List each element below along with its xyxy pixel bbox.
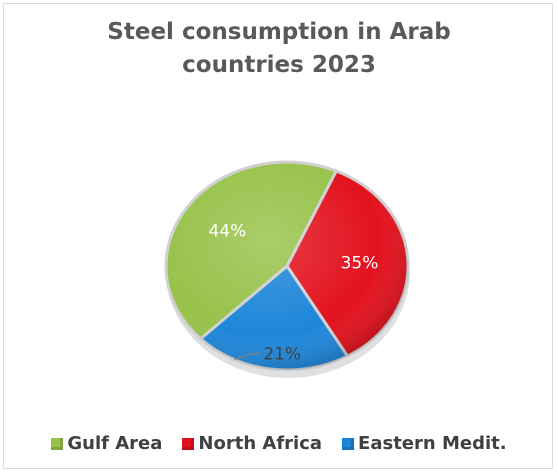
chart-title-line-1: Steel consumption in Arab bbox=[107, 19, 451, 45]
data-label-north-africa: 35% bbox=[341, 254, 379, 274]
legend-label-gulf-area: Gulf Area bbox=[67, 433, 163, 454]
data-label-eastern-medit: 21% bbox=[263, 345, 301, 365]
legend-swatch-north-africa bbox=[182, 437, 195, 450]
legend: Gulf Area North Africa Eastern Medit. bbox=[0, 433, 558, 454]
legend-swatch-eastern-medit bbox=[342, 437, 355, 450]
chart-title: Steel consumption in Arab countries 2023 bbox=[0, 16, 558, 82]
leader-line-eastern-medit bbox=[234, 353, 261, 361]
legend-swatch-gulf-area bbox=[51, 437, 64, 450]
legend-item-gulf-area: Gulf Area bbox=[51, 433, 162, 454]
data-label-gulf-area: 44% bbox=[208, 221, 246, 241]
chart-title-line-2: countries 2023 bbox=[182, 52, 376, 78]
legend-label-eastern-medit: Eastern Medit. bbox=[358, 433, 507, 454]
legend-item-eastern-medit: Eastern Medit. bbox=[342, 433, 507, 454]
pie-labels: 35% 21% 44% bbox=[208, 221, 378, 364]
legend-item-north-africa: North Africa bbox=[182, 433, 322, 454]
legend-label-north-africa: North Africa bbox=[198, 433, 323, 454]
